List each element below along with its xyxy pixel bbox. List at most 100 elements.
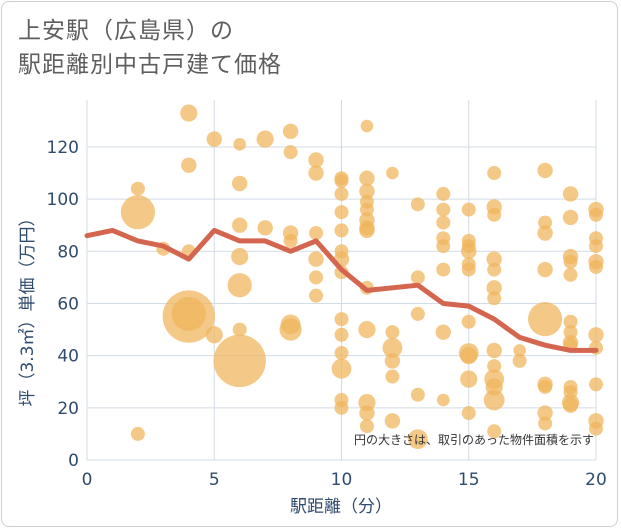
bubble-point <box>231 247 249 266</box>
x-tick-label: 20 <box>585 470 607 490</box>
bubble-size-note: 円の大きさは、取引のあった物件面積を示す <box>354 432 594 447</box>
bubble-point <box>513 344 526 357</box>
y-tick-label: 20 <box>57 399 79 419</box>
y-axis-label: 坪（3.3㎡）単価（万円） <box>18 209 38 406</box>
y-tick-label: 60 <box>57 294 79 314</box>
bubble-point <box>410 197 425 212</box>
bubble-point <box>461 262 476 277</box>
bubble-point <box>589 421 603 436</box>
bubble-point <box>537 261 553 278</box>
bubble-point <box>537 225 553 241</box>
bubble-point <box>563 254 578 269</box>
bubble-point <box>461 243 477 260</box>
bubble-point <box>334 173 349 188</box>
trend-line-layer <box>84 227 599 353</box>
bubble-point <box>410 306 425 321</box>
bubble-point <box>487 359 502 374</box>
bubble-point <box>309 270 324 285</box>
bubble-point <box>334 346 349 361</box>
bubble-point <box>487 262 502 277</box>
bubble-point <box>359 202 374 217</box>
chart-title-line-1: 上安駅（広島県）の <box>18 18 234 44</box>
bubble-point <box>589 207 603 222</box>
bubble-point <box>359 419 374 434</box>
x-tick-label: 15 <box>458 470 480 490</box>
bubble-point <box>227 273 252 298</box>
bubble-point <box>232 322 247 337</box>
bubble-point <box>334 223 349 238</box>
bubble-point <box>308 165 324 181</box>
bubble-point <box>257 220 273 236</box>
bubble-point <box>308 152 324 168</box>
bubble-point <box>563 325 578 340</box>
bubble-point <box>232 217 248 233</box>
bubble-point <box>171 296 206 332</box>
bubble-point <box>360 119 374 133</box>
bubble-point <box>562 397 579 413</box>
bubble-point <box>436 215 451 230</box>
bubble-point <box>385 325 400 340</box>
x-tick-label: 10 <box>331 470 353 490</box>
bubble-point <box>309 288 324 303</box>
bubble-point <box>233 138 246 151</box>
bubble-point <box>487 291 502 306</box>
x-axis-label: 駅距離（分） <box>290 497 392 517</box>
y-tick-label: 120 <box>47 138 79 158</box>
bubble-point <box>410 387 425 402</box>
axis-ticks: 0 20 40 60 80 100 120 0 5 10 15 20 <box>47 138 607 490</box>
bubble-point <box>256 130 274 148</box>
bubble-point <box>562 186 579 202</box>
bubble-point <box>334 205 349 220</box>
bubble-point <box>486 251 502 267</box>
x-tick-label: 5 <box>209 470 220 490</box>
bubble-point <box>359 183 375 200</box>
chart-title: 上安駅（広島県）の 駅距離別中古戸建て価格 <box>18 14 282 82</box>
bubble-point <box>589 377 603 392</box>
bubble-point <box>538 379 553 394</box>
bubble-point <box>437 393 450 407</box>
chart-title-line-2: 駅距離別中古戸建て価格 <box>18 52 282 78</box>
bubble-point <box>120 195 155 230</box>
x-tick-label: 0 <box>82 470 93 490</box>
bubble-point <box>589 239 603 254</box>
bubble-point <box>461 314 476 329</box>
bubble-point <box>563 267 578 282</box>
bubble-series <box>120 104 604 450</box>
bubble-point <box>487 166 502 181</box>
bubble-point <box>283 233 298 248</box>
y-tick-label: 40 <box>57 347 79 367</box>
bubble-point <box>386 166 399 180</box>
bubble-point <box>589 259 603 274</box>
bubble-point <box>486 280 502 296</box>
bubble-point <box>283 145 298 160</box>
bubble-point <box>537 405 553 421</box>
bubble-point <box>487 207 502 222</box>
bubble-point <box>181 157 197 173</box>
bubble-point <box>279 318 302 341</box>
y-tick-label: 0 <box>68 451 79 471</box>
bubble-point <box>512 353 527 368</box>
bubble-point <box>407 429 428 450</box>
bubble-point <box>460 370 478 388</box>
bubble-point <box>436 202 451 217</box>
y-tick-label: 100 <box>47 190 79 210</box>
bubble-point <box>537 162 553 179</box>
bubble-point <box>487 424 502 439</box>
bubble-point <box>435 324 451 340</box>
bubble-point <box>213 334 266 388</box>
bubble-point <box>180 104 198 122</box>
bubble-point <box>461 406 476 421</box>
bubble-point <box>308 251 324 267</box>
bubble-point <box>384 413 401 429</box>
bubble-point <box>436 239 451 254</box>
y-tick-label: 80 <box>57 242 79 262</box>
bubble-point <box>359 405 375 421</box>
bubble-point <box>205 326 223 344</box>
bubble-point <box>483 389 505 411</box>
bubble-point <box>334 312 349 327</box>
bubble-point <box>588 327 604 343</box>
bubble-point <box>130 426 145 441</box>
bubble-point <box>562 209 579 226</box>
